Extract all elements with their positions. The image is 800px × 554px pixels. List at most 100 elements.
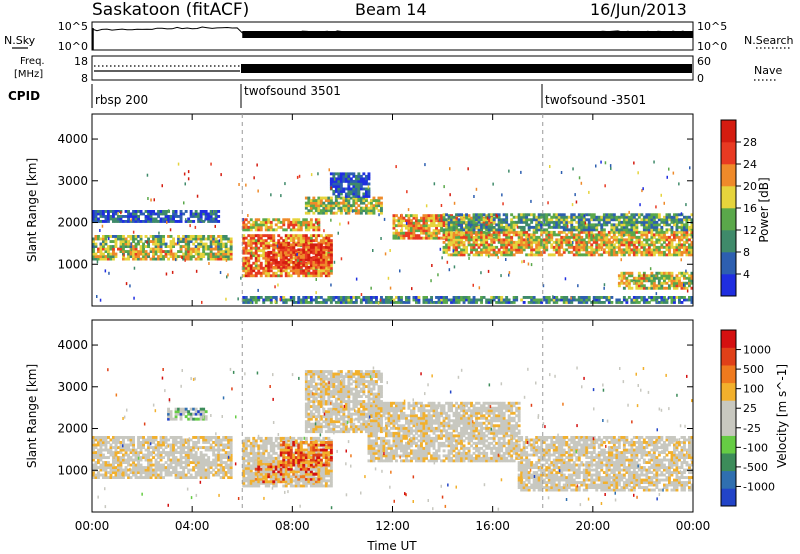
heat-cell [162,463,165,467]
heat-cell [475,250,478,254]
heat-cell [339,209,343,213]
heat-cell [184,456,188,459]
heat-cell [107,252,110,256]
heat-cell [375,206,378,210]
heat-cell [167,466,170,469]
heat-cell [277,241,281,245]
heat-cell [127,245,130,248]
heat-cell [159,463,163,467]
heat-cell [194,212,198,216]
heat-cell [365,196,368,200]
heat-cell [292,225,296,229]
heat-cell [229,458,233,462]
heat-cell [530,225,534,229]
heat-cell [104,456,108,459]
heat-cell [254,225,258,229]
heat-cell [119,240,123,243]
heat-cell [680,220,684,224]
heat-cell [344,199,348,202]
heat-cell [370,298,373,302]
heat-cell [337,195,341,198]
heat-cell [149,250,153,253]
heat-cell [607,213,611,217]
heat-cell [342,187,346,191]
heat-cell [192,215,196,218]
heat-cell [222,438,226,442]
heat-cell [642,220,646,224]
heat-cell [184,453,188,457]
heat-cell [500,245,504,249]
heat-cell [457,250,461,254]
heat-cell [172,252,175,256]
heat-cell [592,233,596,237]
heat-cell [665,245,669,249]
heat-cell [274,298,278,302]
heat-cell [107,210,110,213]
heat-cell [675,215,679,219]
heat-cell [635,225,639,229]
heat-cell [154,471,158,474]
heat-cell [102,235,105,238]
heat-cell [642,296,646,299]
heat-cell [322,201,326,205]
heat-cell [274,258,278,262]
heat-cell [615,238,619,242]
heat-cell [139,257,143,261]
heat-speckle [171,270,174,274]
heat-cell [309,225,313,229]
heat-cell [495,296,499,299]
heat-cell [612,228,616,232]
heat-cell [119,247,123,251]
heat-cell [132,250,135,253]
heat-cell [317,201,321,205]
heat-cell [194,247,198,251]
y-tick-label: 3000 [57,174,88,188]
heat-speckle [187,177,190,181]
heat-cell [189,250,193,253]
heat-cell [327,269,331,273]
heat-cell [542,248,546,252]
heat-cell [307,255,311,259]
heat-cell [485,218,489,222]
heat-cell [397,216,401,220]
heat-cell [329,243,333,247]
heat-speckle [685,269,687,273]
heat-cell [207,217,211,221]
heat-cell [522,213,526,217]
heat-cell [565,223,569,227]
heat-cell [690,233,694,237]
heat-cell [380,206,383,210]
heat-cell [127,463,130,467]
heat-cell [309,239,313,243]
heat-cell [542,223,546,227]
heat-cell [257,228,261,232]
heat-cell [657,235,661,239]
heat-cell [450,214,453,218]
heat-speckle [508,271,511,275]
heat-cell [329,177,333,181]
heat-cell [174,212,178,216]
heat-cell [174,471,178,474]
heat-cell [99,438,103,442]
heat-cell [452,231,456,235]
heat-cell [319,269,323,273]
heat-cell [457,213,461,217]
heat-cell [167,468,170,472]
heat-cell [324,274,328,278]
heat-cell [249,225,253,229]
heat-cell [102,436,105,439]
heat-cell [465,296,468,299]
heat-cell [495,233,499,237]
heat-cell [162,242,165,246]
heat-cell [455,213,458,217]
heat-cell [244,223,248,227]
heat-cell [354,201,358,205]
heat-cell [169,471,173,474]
heat-cell [505,296,509,299]
heat-cell [334,172,338,176]
heat-cell [447,225,451,229]
y-tick-label: 2000 [57,216,88,230]
heat-cell [334,190,338,193]
heat-cell [565,240,569,244]
heat-cell [107,235,110,238]
